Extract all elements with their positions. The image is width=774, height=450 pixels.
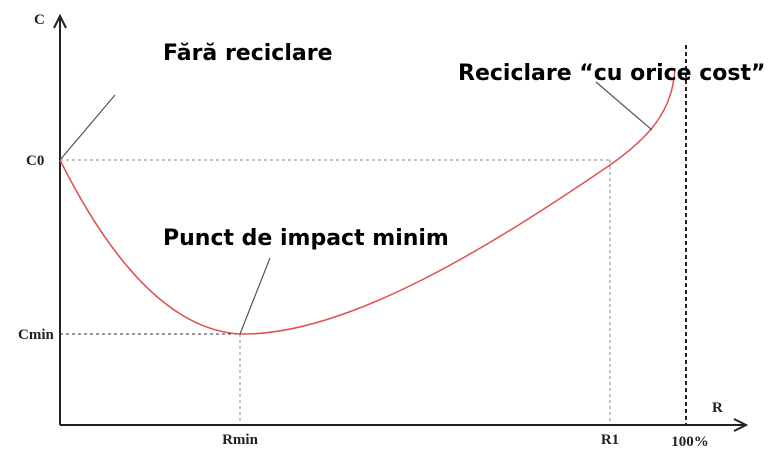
leader	[595, 81, 653, 131]
annotation: Reciclare “cu orice cost”	[458, 61, 765, 86]
x-mark: 100%	[671, 434, 709, 450]
x-axis-label: R	[712, 400, 723, 416]
x-mark: R1	[601, 432, 619, 448]
cost-curve	[59, 67, 676, 335]
annotation: Fără reciclare	[163, 41, 333, 66]
leaders	[59, 81, 653, 335]
axes	[53, 13, 749, 432]
guides	[60, 159, 611, 425]
x-mark: Rmin	[222, 432, 258, 448]
leader	[239, 257, 271, 335]
x-arrow	[733, 418, 749, 432]
y-arrow	[53, 13, 67, 29]
annotation: Punct de impact minim	[163, 226, 449, 251]
y-axis-label: C	[34, 12, 45, 28]
leader	[59, 94, 116, 161]
y-mark: C0	[26, 153, 44, 169]
y-mark: Cmin	[18, 327, 54, 343]
